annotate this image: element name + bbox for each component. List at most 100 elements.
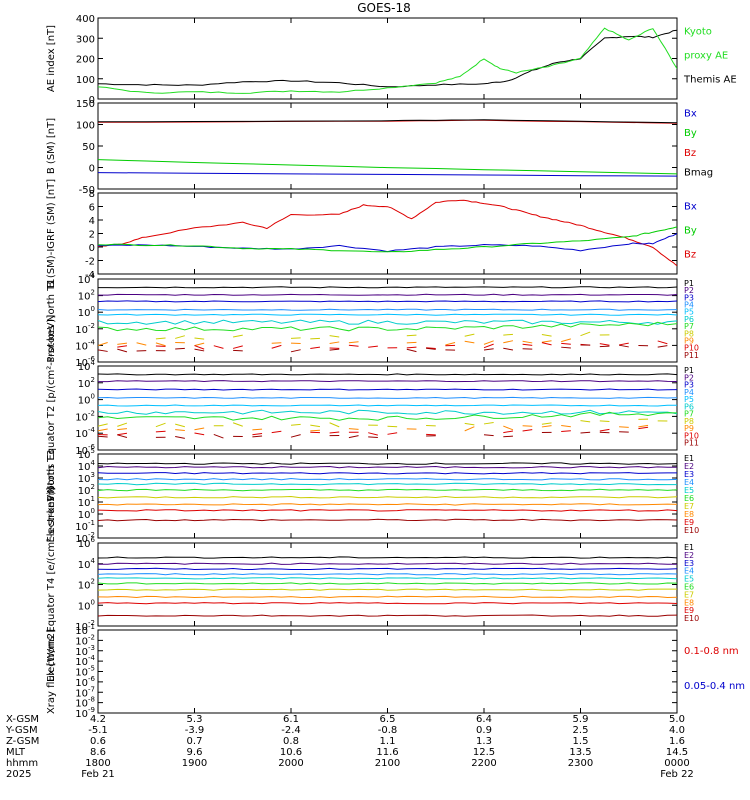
series-segment-P9 (136, 342, 147, 346)
y-tick-label: 300 (76, 34, 95, 45)
series-segment-P10 (503, 430, 514, 434)
series-line-e5 (98, 577, 677, 580)
series-line-p5 (98, 404, 677, 407)
legend-entry: P7 (684, 410, 694, 419)
series-segment-P9 (252, 428, 263, 431)
series-segment-P10 (657, 340, 668, 345)
series-segment-P8 (464, 422, 475, 426)
y-tick-label: -4 (85, 270, 95, 281)
panel-0: 0 100 200 300 400 AE index [nT] Kyoto proxy AE T… (46, 14, 737, 106)
ephemeris-value: -0.8 (378, 725, 398, 736)
y-axis-label: Electrons Equator T4 [e/(cm²-s-sr-keV)] (46, 487, 57, 682)
series-line-e3 (98, 472, 677, 475)
legend-entry: E4 (684, 567, 694, 576)
legend-entry: E1 (684, 454, 694, 463)
series-segment-P10 (155, 430, 166, 433)
series-segment-P11 (580, 431, 591, 434)
series-line-e4 (98, 477, 677, 481)
series-line-p5 (98, 313, 677, 316)
series-segment-P8 (329, 335, 340, 338)
series-segment-P8 (329, 422, 340, 428)
legend-entry: Bx (684, 202, 697, 213)
series-line-by (98, 159, 677, 175)
series-line-e9 (98, 602, 677, 605)
ephemeris-value: 14.5 (666, 747, 688, 758)
series-segment-P9 (98, 342, 108, 346)
ephemeris-value: 2.5 (573, 725, 589, 736)
legend-entry: Bmag (684, 167, 713, 178)
panel-7: 10-910-810-710-610-510-410-310-210-1Xray… (46, 623, 745, 720)
y-tick-label: 10-4 (75, 338, 95, 352)
series-segment-P8 (117, 422, 128, 427)
series-segment-P10 (252, 432, 263, 436)
series-segment-P9 (464, 426, 475, 432)
legend-entry: P8 (684, 417, 694, 426)
series-segment-P11 (98, 435, 108, 438)
series-line-p7 (98, 321, 677, 332)
y-tick-label: 102 (78, 376, 95, 390)
series-line-kyoto-proxy-ae (98, 27, 677, 94)
ephemeris-value: 0.6 (90, 736, 106, 747)
series-segment-P11 (657, 345, 668, 348)
series-line-p3 (98, 388, 677, 391)
y-tick-label: -2 (85, 257, 95, 268)
legend-entry: P8 (684, 329, 694, 338)
series-segment-P11 (252, 435, 263, 438)
series-segment-P8 (175, 335, 185, 339)
y-tick-label: 400 (76, 14, 95, 25)
series-segment-P11 (561, 346, 571, 349)
series-line-p4 (98, 308, 677, 311)
panel-2: -4 -2 0 2 4 6 8 B (SM)-IGRF (SM) [nT] Bx By Bz (46, 179, 697, 288)
series-segment-P10 (619, 342, 629, 346)
series-segment-P10 (522, 343, 533, 346)
ephemeris-value: 1.5 (573, 736, 589, 747)
legend-entry: P11 (684, 351, 699, 360)
series-line-e3 (98, 567, 677, 571)
series-line-e5 (98, 482, 677, 486)
series-segment-P11 (213, 433, 224, 439)
series-segment-P9 (117, 428, 128, 431)
ephemeris-value: Feb 22 (660, 769, 694, 780)
y-tick-label: 102 (78, 289, 95, 303)
ephemeris-value: 1800 (85, 758, 110, 769)
y-tick-label: 150 (76, 99, 95, 110)
ephemeris-value: 6.1 (283, 714, 299, 725)
panel-frame (97, 192, 678, 275)
ephemeris-value: Feb 21 (81, 769, 115, 780)
series-segment-P11 (503, 435, 513, 438)
legend-entry: E10 (684, 526, 699, 535)
ephemeris-row-label: hhmm (6, 758, 38, 769)
series-segment-P10 (329, 431, 340, 434)
series-segment-P10 (599, 428, 610, 432)
y-axis-label: B (SM) [nT] (46, 118, 57, 174)
ephemeris-value: 5.0 (669, 714, 685, 725)
ephemeris-row-label: Z-GSM (6, 736, 39, 747)
series-segment-P11 (194, 348, 205, 352)
series-segment-P10 (117, 432, 128, 436)
series-segment-P8 (175, 423, 185, 428)
series-segment-P10 (387, 432, 398, 435)
legend-entry: P1 (684, 366, 694, 375)
series-segment-P9 (638, 424, 649, 428)
series-segment-P11 (98, 349, 108, 352)
legend-entry: E2 (684, 551, 694, 560)
y-tick-label: 0 (89, 164, 95, 175)
series-line-p1 (98, 373, 677, 376)
series-segment-P11 (599, 345, 610, 348)
series-line-p6 (98, 319, 677, 325)
series-line-p4 (98, 396, 677, 399)
ephemeris-value: 12.5 (473, 747, 495, 758)
legend-entry: E9 (684, 518, 694, 527)
y-tick-label: 0 (89, 243, 95, 254)
series-segment-P8 (310, 337, 320, 340)
series-segment-P10 (194, 432, 205, 436)
y-tick-label: 6 (89, 203, 95, 214)
y-tick-label: 100 (78, 393, 95, 407)
series-segment-P9 (348, 428, 359, 430)
series-line-e2 (98, 465, 677, 469)
ephemeris-value: 1.3 (476, 736, 492, 747)
series-segment-P11 (348, 435, 359, 439)
